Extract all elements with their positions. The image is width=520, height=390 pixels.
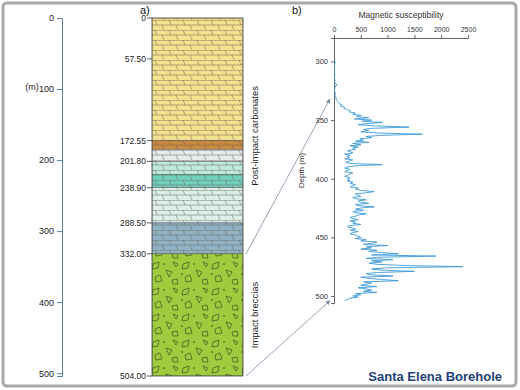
depth-label: 172.55 (120, 136, 146, 146)
axis-title: (m) (25, 82, 39, 92)
unit-label: Post-impact carbonates (249, 86, 260, 186)
depth-tick (147, 140, 152, 141)
tick: 450 (315, 233, 334, 242)
tick-label: 2500 (461, 26, 477, 33)
x-axis: 0 500 1000 1500 2000 2500 (333, 26, 477, 39)
unit-label: Impact breccias (249, 281, 260, 348)
depth-axis: 0 100 200 300 400 500 (39, 13, 63, 378)
tick: 500 (39, 369, 62, 379)
connector-arrow (246, 99, 330, 254)
tick: 300 (39, 226, 62, 236)
tick-mark (468, 35, 469, 38)
tick-mark (331, 61, 334, 62)
tick-label: 0 (333, 26, 337, 33)
layer (152, 149, 243, 161)
frame (3, 3, 516, 386)
tick-label: 500 (39, 369, 54, 379)
depth-label: 238.90 (120, 183, 146, 193)
tick: 350 (315, 116, 334, 125)
layer (152, 223, 243, 254)
axis-line (331, 39, 335, 304)
figure: 0100200300400500(m)a)057.50172.55201.802… (0, 0, 520, 390)
tick-label: 0 (49, 13, 54, 23)
depth-label: 0 (141, 13, 146, 23)
depth-tick (147, 187, 152, 188)
plot-area (334, 61, 462, 300)
tick-mark (334, 35, 335, 38)
tick-mark (331, 179, 334, 180)
panel-label: b) (292, 4, 302, 16)
depth-tick (147, 18, 152, 19)
tick: 400 (39, 298, 62, 308)
tick-label: 1000 (380, 26, 396, 33)
depth-tick (147, 222, 152, 223)
depth-tick (147, 161, 152, 162)
tick-label: 400 (315, 175, 328, 184)
tick-mark (414, 35, 415, 38)
connector-arrow (246, 301, 330, 376)
tick-label: 400 (39, 298, 54, 308)
caption: Santa Elena Borehole (368, 369, 502, 384)
tick-mark (331, 296, 334, 297)
tick-label: 100 (39, 84, 54, 94)
depth-label: 201.80 (120, 156, 146, 166)
chart-container: 0100200300400500(m)a)057.50172.55201.802… (0, 0, 520, 390)
depth-labels: 0 57.50 172.55 201.80 238.90 288.50 332.00 504.… (120, 13, 152, 381)
tick-mark (57, 231, 62, 232)
tick-mark (331, 120, 334, 121)
tick-label: 200 (39, 155, 54, 165)
axis-line (57, 19, 63, 377)
tick: 400 (315, 175, 334, 184)
tick: 2000 (434, 26, 450, 38)
tick-label: 2000 (434, 26, 450, 33)
depth-tick (147, 376, 152, 377)
depth-label: 504.00 (120, 371, 146, 381)
column-outline (152, 18, 243, 376)
tick: 0 (49, 13, 62, 23)
y-axis: 300 350 400 450 500 (315, 39, 334, 304)
depth-tick (147, 58, 152, 59)
chart-title: Magnetic susceptibility (358, 10, 444, 20)
tick-mark (57, 302, 62, 303)
tick-mark (361, 35, 362, 38)
tick-label: 300 (315, 57, 328, 66)
tick: 1000 (380, 26, 396, 38)
tick-mark (57, 373, 62, 374)
layer (152, 174, 243, 187)
layer (152, 161, 243, 174)
layers (152, 18, 243, 376)
tick-mark (388, 35, 389, 38)
tick-label: 1500 (407, 26, 423, 33)
log-line (334, 61, 462, 300)
tick-label: 450 (315, 233, 328, 242)
layer (152, 188, 243, 223)
tick: 2500 (461, 26, 477, 38)
tick-mark (57, 160, 62, 161)
tick: 1500 (407, 26, 423, 38)
layer (152, 254, 243, 376)
tick: 300 (315, 57, 334, 66)
tick-mark (331, 237, 334, 238)
tick-label: 300 (39, 226, 54, 236)
tick: 200 (39, 155, 62, 165)
depth-label: 288.50 (120, 218, 146, 228)
axis-title: Depth (m) (297, 152, 306, 188)
tick: 100 (39, 84, 62, 94)
tick: 500 (355, 26, 367, 38)
tick-label: 500 (315, 292, 328, 301)
axis-line (335, 35, 469, 39)
tick: 500 (315, 292, 334, 301)
depth-label: 57.50 (125, 54, 147, 64)
tick: 0 (333, 26, 337, 38)
tick-mark (57, 89, 62, 90)
depth-tick (147, 253, 152, 254)
tick-label: 500 (355, 26, 367, 33)
layer (152, 18, 243, 141)
tick-mark (57, 18, 62, 19)
layer (152, 141, 243, 150)
tick-mark (441, 35, 442, 38)
depth-label: 332.00 (120, 249, 146, 259)
tick-label: 350 (315, 116, 328, 125)
